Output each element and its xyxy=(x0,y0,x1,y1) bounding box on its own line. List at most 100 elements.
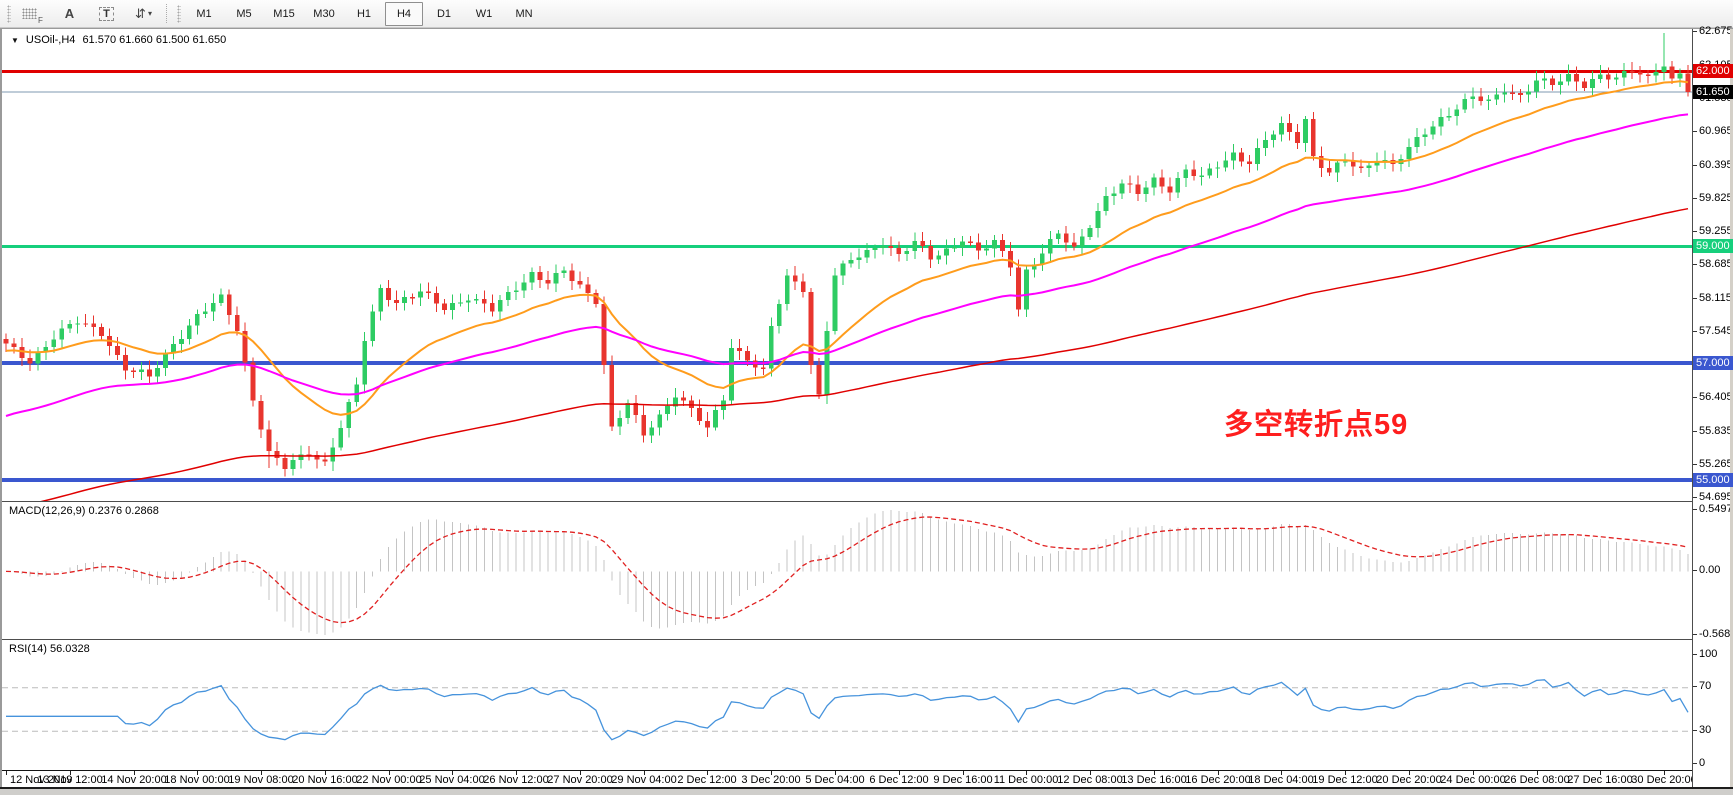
time-axis-label: 14 Nov 20:00 xyxy=(101,774,167,786)
timeframe-h4-button[interactable]: H4 xyxy=(385,1,423,26)
axis-tick xyxy=(1693,654,1697,655)
timeframe-m1-button[interactable]: M1 xyxy=(196,7,212,20)
macd-tick-label: -0.5685 xyxy=(1699,628,1733,640)
timeframe-m15-button[interactable]: M15 xyxy=(273,7,295,20)
time-axis-label: 20 Nov 16:00 xyxy=(292,774,358,786)
price-axis[interactable]: 62.67562.10561.53560.96560.39559.82559.2… xyxy=(1692,25,1733,788)
time-axis[interactable]: 12 Nov 2019 13 Nov 12:00 14 Nov 20:00 18 No… xyxy=(2,770,1697,789)
right-margin-strip xyxy=(1730,29,1733,788)
rsi-label: RSI(14) 56.0328 xyxy=(9,643,90,655)
swap-arrows-button[interactable]: ⇵ ▾ xyxy=(126,2,161,26)
dropdown-caret-icon: ▾ xyxy=(147,9,152,18)
time-tick xyxy=(580,771,581,775)
axis-tick xyxy=(1693,634,1697,635)
price-tick-label: 59.825 xyxy=(1699,192,1733,204)
time-axis-label: 3 Dec 20:00 xyxy=(741,774,801,786)
axis-tick xyxy=(1693,431,1697,432)
text-annotate-button[interactable]: A xyxy=(52,2,87,26)
time-axis-label: 19 Dec 12:00 xyxy=(1312,774,1378,786)
time-axis-label: 16 Dec 20:00 xyxy=(1185,774,1251,786)
candlestick-canvas[interactable] xyxy=(2,29,1692,501)
time-tick xyxy=(1090,771,1091,775)
price-tick-label: 58.115 xyxy=(1699,292,1732,304)
price-tick-label: 62.675 xyxy=(1699,25,1733,37)
price-tick-label: 58.685 xyxy=(1699,258,1733,270)
time-axis-label: 29 Nov 04:00 xyxy=(611,774,677,786)
timeframe-mn-button[interactable]: MN xyxy=(515,7,533,20)
axis-tick xyxy=(1693,397,1697,398)
ohlc-values: 61.570 61.660 61.500 61.650 xyxy=(82,34,227,46)
price-tick-label: 57.545 xyxy=(1699,325,1733,337)
time-tick xyxy=(1409,771,1410,775)
time-tick xyxy=(197,771,198,775)
time-axis-label: 22 Nov 00:00 xyxy=(356,774,422,786)
level-price-label: 62.000 xyxy=(1693,64,1733,78)
time-tick xyxy=(261,771,262,775)
timeframe-m30-button[interactable]: M30 xyxy=(313,7,335,20)
axis-tick xyxy=(1693,730,1697,731)
axis-tick xyxy=(1693,331,1697,332)
price-tick-label: 56.405 xyxy=(1699,391,1733,403)
level-price-label: 59.000 xyxy=(1693,239,1733,253)
macd-tick-label: 0.00 xyxy=(1699,564,1721,576)
rsi-tick-label: 30 xyxy=(1699,724,1712,736)
toolbar-drag-handle[interactable] xyxy=(7,4,11,23)
swap-arrows-icon: ⇵ xyxy=(135,6,146,21)
time-axis-label: 20 Dec 20:00 xyxy=(1376,774,1442,786)
time-axis-label: 5 Dec 04:00 xyxy=(805,774,865,786)
axis-tick xyxy=(1693,763,1697,764)
rsi-panel[interactable]: RSI(14) 56.0328 xyxy=(2,639,1692,770)
toolbar-drag-handle-2[interactable] xyxy=(177,4,181,23)
time-tick xyxy=(644,771,645,775)
time-axis-label: 26 Nov 12:00 xyxy=(483,774,549,786)
time-tick xyxy=(6,771,7,775)
timeframe-d1-button[interactable]: D1 xyxy=(436,7,452,20)
time-tick xyxy=(516,771,517,775)
time-axis-label: 19 Nov 08:00 xyxy=(228,774,294,786)
chart-annotation: 多空转折点59 xyxy=(1224,409,1409,441)
axis-tick xyxy=(1693,131,1697,132)
time-axis-label: 24 Dec 00:00 xyxy=(1440,774,1506,786)
time-axis-label: 2 Dec 12:00 xyxy=(677,774,737,786)
time-tick xyxy=(1218,771,1219,775)
time-tick xyxy=(1345,771,1346,775)
time-axis-label: 18 Dec 04:00 xyxy=(1248,774,1314,786)
time-axis-label: 13 Dec 16:00 xyxy=(1121,774,1187,786)
time-tick xyxy=(1473,771,1474,775)
level-price-label: 55.000 xyxy=(1693,473,1733,487)
time-tick xyxy=(707,771,708,775)
time-axis-label: 25 Nov 04:00 xyxy=(419,774,485,786)
rsi-canvas[interactable] xyxy=(2,640,1692,770)
timeframe-w1-button[interactable]: W1 xyxy=(475,7,493,20)
time-tick xyxy=(835,771,836,775)
time-axis-label: 12 Nov 2019 xyxy=(10,774,73,786)
axis-tick xyxy=(1693,165,1697,166)
macd-tick-label: 0.5497 xyxy=(1699,503,1733,515)
time-axis-label: 27 Dec 16:00 xyxy=(1567,774,1633,786)
time-axis-label: 6 Dec 12:00 xyxy=(869,774,929,786)
chart-title: ▼ USOil-,H4 61.570 61.660 61.500 61.650 xyxy=(11,34,226,46)
text-box-button[interactable]: T xyxy=(89,2,124,26)
macd-panel[interactable]: MACD(12,26,9) 0.2376 0.2868 xyxy=(2,501,1692,639)
axis-tick xyxy=(1693,509,1697,510)
main-chart-panel[interactable]: ▼ USOil-,H4 61.570 61.660 61.500 61.650 … xyxy=(2,29,1692,501)
time-axis-label: 12 Dec 08:00 xyxy=(1057,774,1123,786)
time-axis-label: 11 Dec 00:00 xyxy=(993,774,1059,786)
time-axis-label: 30 Dec 20:00 xyxy=(1631,774,1697,786)
time-axis-label: 9 Dec 16:00 xyxy=(933,774,993,786)
time-tick xyxy=(771,771,772,775)
time-tick xyxy=(1281,771,1282,775)
axis-tick xyxy=(1693,264,1697,265)
time-axis-label: 18 Nov 00:00 xyxy=(164,774,230,786)
text-box-icon: T xyxy=(99,6,114,21)
macd-canvas[interactable] xyxy=(2,502,1692,639)
chart-window: ▼ USOil-,H4 61.570 61.660 61.500 61.650 … xyxy=(0,25,1733,789)
crosshair-grid-button[interactable]: F xyxy=(15,2,50,26)
time-tick xyxy=(899,771,900,775)
timeframe-h1-button[interactable]: H1 xyxy=(356,7,372,20)
time-tick xyxy=(1664,771,1665,775)
chart-title-caret-icon[interactable]: ▼ xyxy=(11,35,19,45)
timeframe-m5-button[interactable]: M5 xyxy=(236,7,252,20)
time-tick xyxy=(1154,771,1155,775)
